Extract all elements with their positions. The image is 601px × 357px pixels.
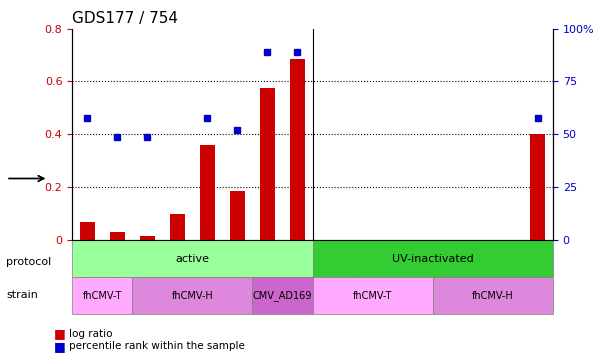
Text: fhCMV-T: fhCMV-T bbox=[82, 291, 122, 301]
FancyBboxPatch shape bbox=[313, 277, 433, 314]
Bar bbox=[110, 232, 125, 240]
Text: ■: ■ bbox=[54, 327, 66, 340]
Bar bbox=[200, 145, 215, 240]
Bar bbox=[260, 88, 275, 240]
Bar bbox=[140, 236, 155, 240]
Text: protocol: protocol bbox=[6, 257, 51, 267]
Bar bbox=[170, 214, 185, 240]
Bar bbox=[230, 191, 245, 240]
Text: fhCMV-T: fhCMV-T bbox=[353, 291, 392, 301]
Text: active: active bbox=[175, 253, 209, 263]
Text: UV-inactivated: UV-inactivated bbox=[392, 253, 474, 263]
Text: percentile rank within the sample: percentile rank within the sample bbox=[69, 341, 245, 351]
Text: fhCMV-H: fhCMV-H bbox=[171, 291, 213, 301]
FancyBboxPatch shape bbox=[72, 240, 313, 277]
Bar bbox=[79, 222, 95, 240]
Bar bbox=[531, 134, 546, 240]
FancyBboxPatch shape bbox=[72, 277, 132, 314]
Text: GDS177 / 754: GDS177 / 754 bbox=[72, 11, 178, 26]
Text: strain: strain bbox=[6, 290, 38, 300]
FancyBboxPatch shape bbox=[313, 240, 553, 277]
Text: ■: ■ bbox=[54, 340, 66, 353]
Text: CMV_AD169: CMV_AD169 bbox=[253, 290, 312, 301]
Text: fhCMV-H: fhCMV-H bbox=[472, 291, 514, 301]
FancyBboxPatch shape bbox=[132, 277, 252, 314]
Text: log ratio: log ratio bbox=[69, 329, 112, 339]
FancyBboxPatch shape bbox=[252, 277, 313, 314]
FancyBboxPatch shape bbox=[433, 277, 553, 314]
Bar bbox=[290, 59, 305, 240]
